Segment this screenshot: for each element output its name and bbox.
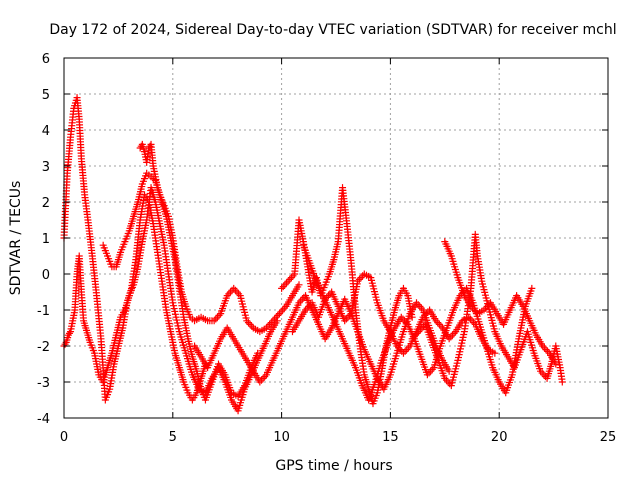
y-tick-label: 5 [42, 88, 50, 103]
data-point [61, 340, 69, 348]
y-tick-label: -1 [37, 304, 50, 319]
y-axis-label: SDTVAR / TECUs [8, 181, 24, 296]
data-point [65, 329, 73, 337]
y-tick-label: 3 [42, 160, 50, 175]
data-point [552, 360, 560, 368]
data-point [246, 320, 254, 328]
data-point [540, 371, 548, 379]
data-point [286, 275, 294, 283]
data-point [273, 317, 281, 325]
y-tick-label: 1 [42, 232, 50, 247]
data-point [416, 302, 424, 310]
chart-title: Day 172 of 2024, Sidereal Day-to-day VTE… [49, 22, 616, 38]
data-point [295, 281, 303, 289]
data-point [401, 347, 409, 355]
data-point [277, 308, 285, 316]
data-point [558, 378, 566, 386]
data-point [448, 331, 456, 339]
data-point [279, 306, 287, 314]
axis-ticks [63, 57, 609, 419]
series-satellite-track-i [191, 292, 453, 393]
data-point [231, 286, 239, 294]
data-point [427, 367, 435, 375]
data-point [275, 310, 283, 318]
data-point [403, 346, 411, 354]
x-tick-label: 25 [600, 430, 617, 445]
x-tick-label: 0 [60, 430, 68, 445]
data-point [284, 277, 292, 285]
series-satellite-track-d [136, 140, 262, 404]
data-point [298, 295, 306, 303]
data-point [528, 284, 536, 292]
series-satellite-track-e [278, 184, 416, 408]
data-point [542, 346, 550, 354]
data-point [408, 313, 416, 321]
y-tick-label: 6 [42, 52, 50, 67]
series-satellite-track-h [408, 230, 566, 390]
data-point [146, 142, 154, 150]
data-point [491, 349, 499, 357]
data-point [212, 315, 220, 323]
data-point [230, 284, 238, 292]
y-tick-label: -3 [37, 376, 50, 391]
x-tick-label: 10 [273, 430, 290, 445]
data-points [60, 94, 566, 415]
data-point [466, 315, 474, 323]
data-point [445, 367, 453, 375]
y-tick-label: -2 [37, 340, 50, 355]
data-point [279, 283, 287, 291]
data-point [282, 279, 290, 287]
data-point [233, 288, 241, 296]
y-tick-label: -4 [37, 412, 50, 427]
data-point [213, 313, 221, 321]
axis-tick-labels: 0 5 10 15 20 25 -4 -3 -2 -1 0 1 2 3 4 5 6 [37, 52, 616, 445]
y-tick-label: 0 [42, 268, 50, 283]
data-point [259, 374, 267, 382]
y-tick-label: 4 [42, 124, 50, 139]
data-point [226, 288, 234, 296]
series-satellite-track-j [441, 238, 560, 368]
y-tick-label: 2 [42, 196, 50, 211]
grid [64, 58, 608, 418]
data-point [278, 284, 286, 292]
series-satellite-track-f [288, 270, 499, 357]
series-satellite-track-b [99, 169, 303, 336]
x-tick-label: 5 [169, 430, 177, 445]
x-tick-label: 20 [491, 430, 508, 445]
data-point [287, 274, 295, 282]
data-point [254, 349, 262, 357]
data-point [435, 320, 443, 328]
x-axis-label: GPS time / hours [275, 458, 392, 474]
data-point [344, 313, 352, 321]
x-tick-label: 15 [382, 430, 399, 445]
data-point [281, 281, 289, 289]
